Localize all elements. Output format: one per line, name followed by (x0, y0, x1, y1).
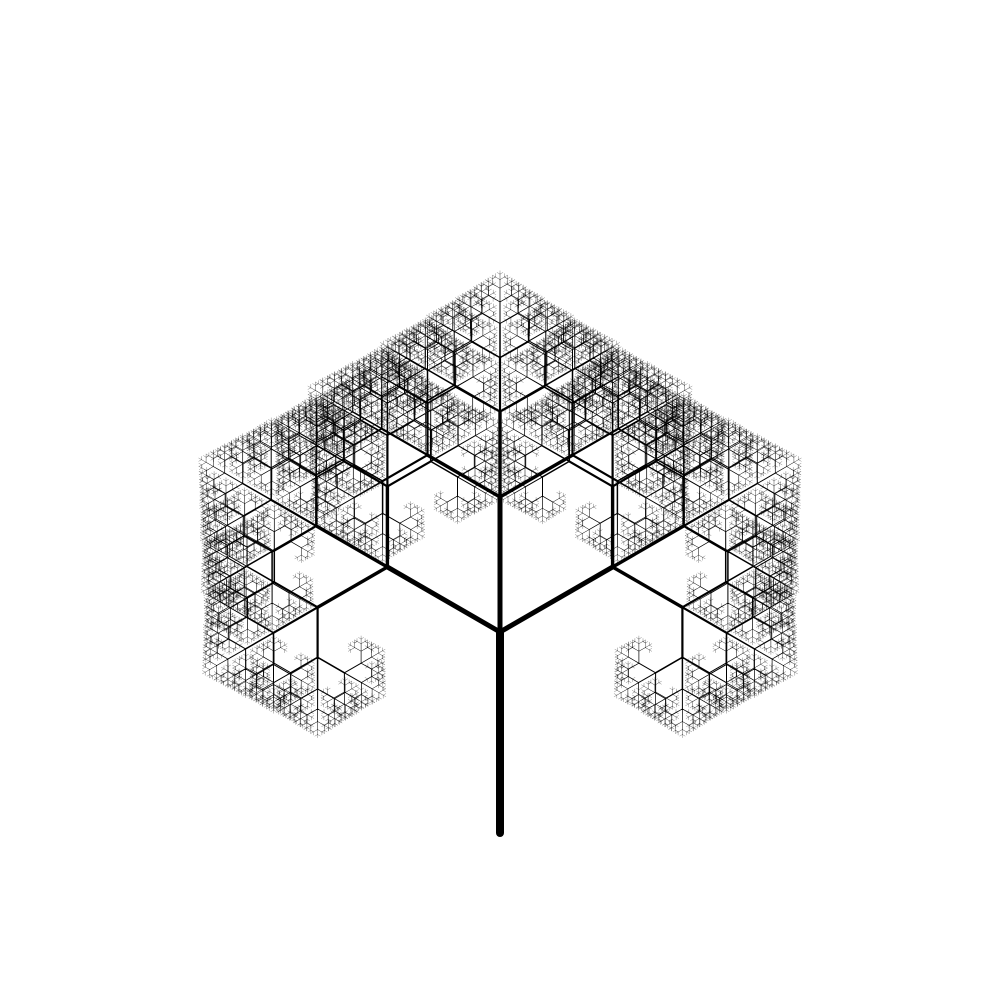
branch-level-2 (314, 409, 686, 609)
tree-branches (198, 270, 802, 837)
branch-level-7 (205, 279, 795, 730)
branch-level-1 (384, 494, 616, 635)
branch-level-8 (201, 273, 799, 735)
branch-level-3 (270, 356, 730, 659)
branch-level-4 (241, 322, 759, 690)
